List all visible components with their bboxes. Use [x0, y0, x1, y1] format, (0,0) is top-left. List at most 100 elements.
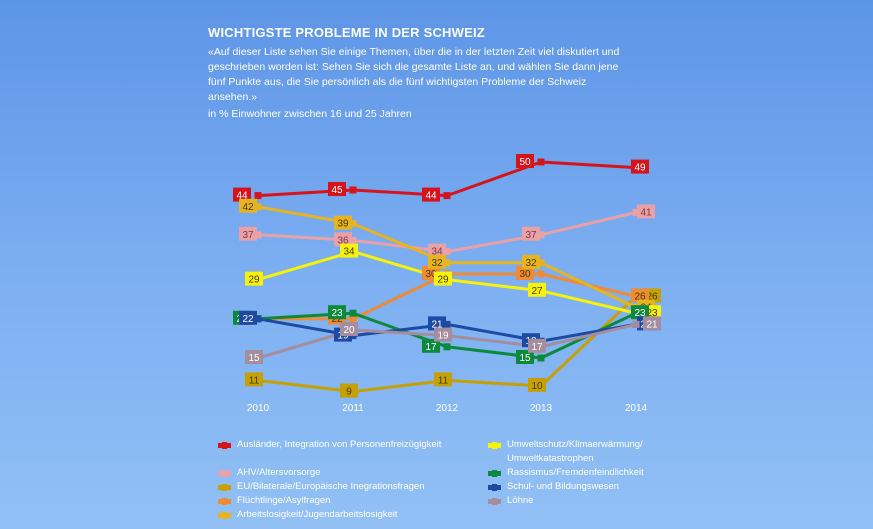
svg-text:32: 32	[525, 258, 537, 269]
legend-label: AHV/Altersvorsorge	[237, 467, 321, 478]
data-label-l-hne-2014: 21	[643, 316, 661, 331]
data-label-arbeitslosigkeit-jugendarbeitslosigkeit-2010: 42	[239, 198, 257, 213]
svg-text:19: 19	[337, 331, 349, 342]
svg-text:42: 42	[242, 202, 254, 213]
data-point-schul-und-bildungswesen-2010	[254, 315, 262, 323]
legend-item-umweltschutz-klimaerw-rmung-umweltkatastrophen: Umweltschutz/Klimaerwärmung/ Umweltkatas…	[488, 438, 698, 466]
svg-text:39: 39	[337, 219, 349, 230]
x-tick-label-2010: 2010	[247, 403, 270, 414]
svg-text:26: 26	[646, 291, 658, 302]
data-point-ausl-nder-integration-von-personenfreiz-gigkeit-2012	[443, 192, 451, 200]
data-label-arbeitslosigkeit-jugendarbeitslosigkeit-2013: 32	[522, 254, 540, 269]
data-point-arbeitslosigkeit-jugendarbeitslosigkeit-2010	[254, 203, 262, 211]
legend-label: Löhne	[507, 495, 534, 506]
svg-text:37: 37	[242, 230, 254, 241]
svg-text:30: 30	[519, 269, 531, 280]
svg-text:23: 23	[331, 308, 343, 319]
data-point-fl-chtlinge-asylfragen-2011	[349, 315, 357, 323]
data-point-rassismus-fremdenfeindlichkeit-2013	[537, 354, 545, 362]
data-point-rassismus-fremdenfeindlichkeit-2011	[349, 309, 357, 317]
svg-text:45: 45	[331, 185, 343, 196]
svg-text:34: 34	[431, 247, 443, 258]
svg-text:15: 15	[248, 353, 260, 364]
legend-item-ausl-nder-integration-von-personenfreiz-gigkeit: Ausländer, Integration von Personenfreiz…	[218, 438, 488, 466]
svg-text:17: 17	[425, 342, 437, 353]
svg-text:21: 21	[646, 319, 658, 330]
data-label-ahv-altersvorsorge-2010: 37	[239, 226, 257, 241]
legend-swatch	[218, 498, 231, 505]
svg-text:30: 30	[425, 269, 437, 280]
svg-text:41: 41	[640, 207, 652, 218]
svg-text:21: 21	[431, 319, 443, 330]
data-label-rassismus-fremdenfeindlichkeit-2011: 23	[328, 305, 346, 320]
svg-text:36: 36	[337, 235, 349, 246]
legend-swatch	[218, 512, 231, 519]
svg-text:20: 20	[343, 325, 355, 336]
legend-item-ahv-altersvorsorge: AHV/Altersvorsorge	[218, 466, 488, 480]
data-label-fl-chtlinge-asylfragen-2014: 26	[631, 288, 649, 303]
x-tick-label-2013: 2013	[530, 403, 553, 414]
data-label-ausl-nder-integration-von-personenfreiz-gigkeit-2010: 44	[233, 187, 251, 202]
svg-text:32: 32	[431, 258, 443, 269]
legend-swatch	[218, 442, 231, 449]
svg-text:10: 10	[531, 381, 543, 392]
data-label-rassismus-fremdenfeindlichkeit-2012: 17	[422, 338, 440, 353]
legend: Ausländer, Integration von Personenfreiz…	[218, 438, 698, 522]
svg-text:34: 34	[343, 247, 355, 258]
data-point-rassismus-fremdenfeindlichkeit-2012	[443, 343, 451, 351]
svg-text:23: 23	[646, 308, 658, 319]
svg-text:49: 49	[634, 163, 646, 174]
data-label-ahv-altersvorsorge-2014: 41	[637, 204, 655, 219]
legend-swatch	[488, 442, 501, 449]
svg-text:37: 37	[525, 230, 537, 241]
data-label-l-hne-2011: 20	[340, 322, 358, 336]
data-label-eu-bilaterale-europ-ische-inegrationsfragen-2010: 11	[245, 372, 263, 387]
data-point-schul-und-bildungswesen-2012	[443, 320, 451, 328]
legend-item-fl-chtlinge-asylfragen: Flüchtlinge/Asylfragen	[218, 494, 488, 508]
data-point-ahv-altersvorsorge-2013	[537, 231, 545, 239]
data-label-ausl-nder-integration-von-personenfreiz-gigkeit-2014: 49	[631, 159, 649, 174]
svg-text:44: 44	[425, 191, 437, 202]
svg-text:9: 9	[346, 387, 352, 398]
svg-text:50: 50	[519, 157, 531, 168]
legend-swatch	[488, 484, 501, 491]
data-label-ausl-nder-integration-von-personenfreiz-gigkeit-2011: 45	[328, 182, 346, 196]
svg-text:11: 11	[438, 375, 449, 386]
data-label-l-hne-2013: 17	[528, 338, 546, 353]
legend-label: Schul- und Bildungswesen	[507, 481, 619, 492]
data-point-ahv-altersvorsorge-2012	[443, 248, 451, 256]
legend-item-rassismus-fremdenfeindlichkeit: Rassismus/Fremdenfeindlichkeit	[488, 466, 698, 480]
legend-item-arbeitslosigkeit-jugendarbeitslosigkeit: Arbeitslosigkeit/Jugendarbeitslosigkeit	[218, 508, 488, 522]
data-label-umweltschutz-klimaerw-rmung-umweltkatastrophen-2010: 29	[245, 271, 263, 286]
svg-text:23: 23	[634, 308, 646, 319]
svg-text:17: 17	[531, 342, 543, 353]
data-point-l-hne-2014	[632, 320, 640, 328]
data-label-eu-bilaterale-europ-ische-inegrationsfragen-2011: 9	[340, 383, 358, 398]
x-tick-label-2014: 2014	[625, 403, 648, 414]
data-point-ausl-nder-integration-von-personenfreiz-gigkeit-2013	[537, 158, 545, 166]
data-point-arbeitslosigkeit-jugendarbeitslosigkeit-2011	[349, 220, 357, 228]
legend-label: Ausländer, Integration von Personenfreiz…	[237, 439, 442, 450]
data-label-ahv-altersvorsorge-2011: 36	[334, 232, 352, 247]
data-label-l-hne-2012: 19	[434, 327, 452, 342]
data-point-ausl-nder-integration-von-personenfreiz-gigkeit-2011	[349, 186, 357, 194]
svg-text:27: 27	[531, 286, 543, 297]
legend-swatch	[218, 484, 231, 491]
data-label-fl-chtlinge-asylfragen-2013: 30	[516, 266, 534, 280]
chart-subtitle: «Auf dieser Liste sehen Sie einige Theme…	[208, 46, 620, 103]
series-line-arbeitslosigkeit-jugendarbeitslosigkeit	[257, 205, 637, 309]
data-point-ahv-altersvorsorge-2014	[632, 208, 640, 216]
unit-label: in % Einwohner zwischen 16 und 25 Jahren	[208, 108, 412, 120]
legend-item-eu-bilaterale-europ-ische-inegrationsfragen: EU/Bilaterale/Europäische Inegrationsfra…	[218, 480, 488, 494]
legend-label: EU/Bilaterale/Europäische Inegrationsfra…	[237, 481, 425, 492]
svg-text:15: 15	[519, 353, 531, 364]
data-point-arbeitslosigkeit-jugendarbeitslosigkeit-2012	[443, 259, 451, 267]
x-tick-label-2011: 2011	[342, 403, 364, 414]
legend-spacer	[488, 508, 698, 522]
svg-text:29: 29	[437, 275, 449, 286]
legend-swatch	[488, 470, 501, 477]
svg-text:29: 29	[248, 275, 260, 286]
svg-text:19: 19	[437, 331, 449, 342]
data-label-schul-und-bildungswesen-2010: 22	[239, 310, 257, 325]
